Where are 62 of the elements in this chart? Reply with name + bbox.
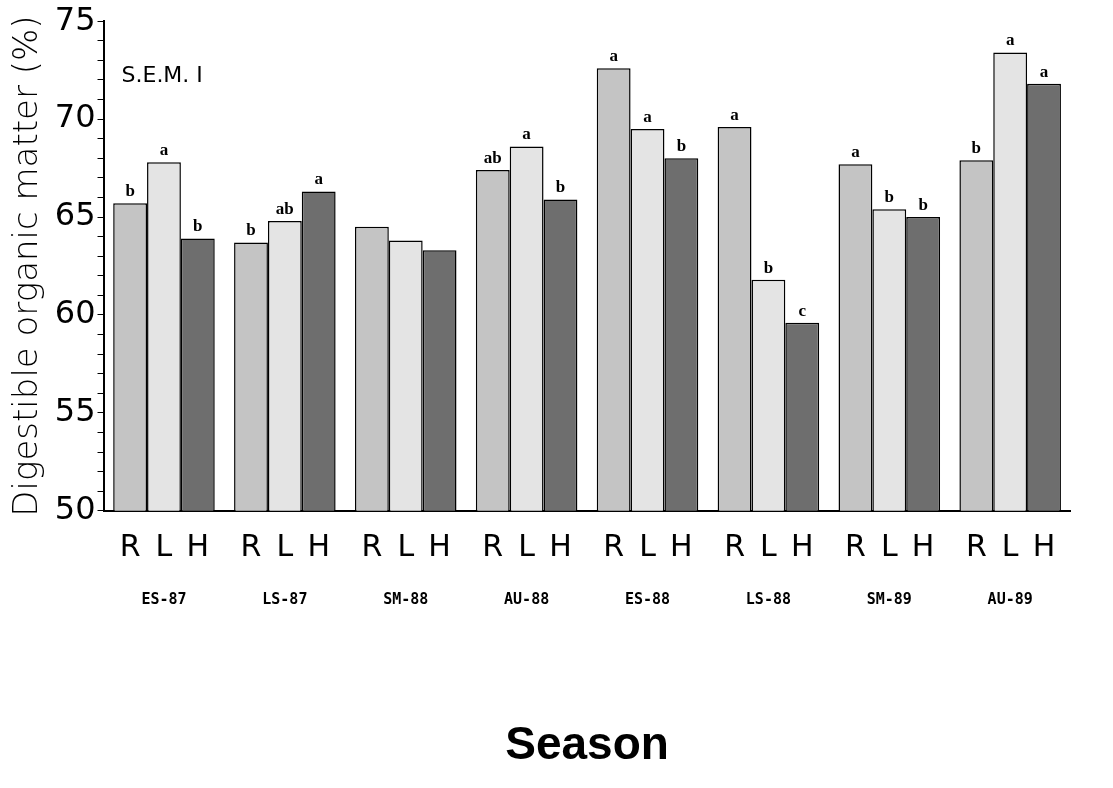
x-tick-label: AU-88: [504, 589, 550, 608]
text: H: [670, 527, 693, 563]
data-label: a: [643, 106, 653, 126]
data-label: b: [884, 187, 895, 207]
data-label: a: [1005, 30, 1015, 50]
text: L: [397, 527, 415, 563]
y-tick-label: 50: [54, 489, 96, 528]
data-label: b: [763, 257, 774, 277]
text: R: [482, 527, 504, 563]
data-label: a: [159, 140, 169, 160]
text: R: [361, 527, 383, 563]
y-tick-label: 60: [54, 293, 96, 332]
x-tick-label: ES-88: [624, 589, 671, 608]
x-tick-label: ES-87: [141, 589, 187, 608]
y-tick-label: 70: [54, 97, 96, 136]
data-label: a: [522, 124, 532, 144]
text: L: [1001, 527, 1019, 563]
data-label: b: [676, 136, 687, 156]
data-label: b: [125, 181, 135, 201]
series-label: H: [307, 527, 330, 563]
text: H: [911, 527, 935, 563]
text: R: [603, 527, 625, 563]
y-tick-label: 65: [54, 195, 96, 234]
data-label: ab: [483, 147, 502, 167]
x-tick-label: SM-89: [866, 589, 912, 608]
x-tick-label: LS-87: [262, 589, 308, 608]
annotation: S.E.M. I: [121, 61, 203, 87]
text: L: [276, 527, 294, 563]
x-axis-title: Season: [505, 717, 669, 770]
x-tick-label: LS-88: [745, 589, 791, 608]
data-label: ab: [275, 198, 294, 218]
data-label: b: [918, 194, 928, 214]
series-label: R: [240, 527, 262, 563]
text: L: [880, 527, 898, 563]
text: R: [724, 527, 745, 563]
data-label: a: [1039, 61, 1049, 81]
data-label: a: [609, 46, 619, 66]
y-tick-label: 75: [54, 0, 96, 38]
data-label: c: [798, 300, 807, 320]
data-label: b: [555, 177, 566, 197]
text: L: [155, 527, 173, 563]
y-tick-label: 55: [54, 391, 96, 430]
text: H: [428, 527, 451, 563]
data-label: a: [730, 104, 740, 124]
text: L: [518, 527, 535, 563]
text: H: [1032, 527, 1056, 563]
x-tick-label: SM-88: [383, 589, 429, 608]
text: H: [549, 527, 572, 563]
text: R: [845, 527, 866, 563]
data-label: a: [851, 142, 861, 162]
text: L: [760, 527, 777, 563]
y-axis-title: Digestible organic matter (%): [5, 15, 46, 517]
text: R: [965, 527, 987, 563]
x-tick-label: AU-89: [987, 589, 1033, 608]
data-label: b: [193, 216, 203, 236]
data-label: b: [971, 138, 982, 158]
data-label: a: [314, 169, 324, 189]
text: H: [186, 527, 210, 563]
series-label: L: [639, 527, 657, 563]
text: R: [119, 527, 141, 563]
text: H: [790, 527, 814, 563]
data-label: b: [246, 220, 256, 240]
